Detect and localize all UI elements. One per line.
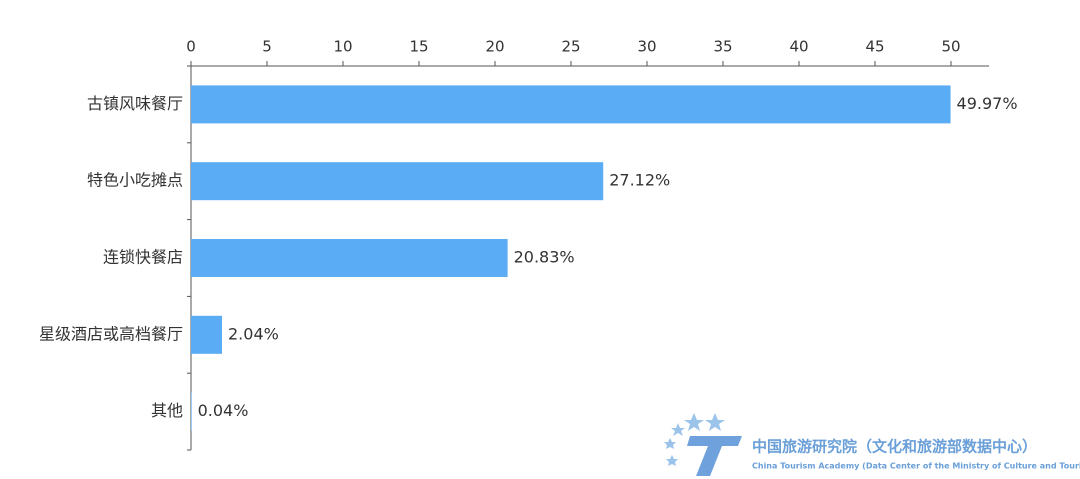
- x-tick-label: 50: [941, 38, 960, 56]
- bar: [191, 85, 951, 124]
- logo-t: [687, 436, 742, 476]
- logo-star: [664, 438, 676, 449]
- value-label: 49.97%: [957, 94, 1018, 113]
- y-tick-label: 古镇风味餐厅: [87, 94, 183, 113]
- y-tick-label: 特色小吃摊点: [87, 171, 183, 190]
- x-tick-label: 45: [865, 38, 884, 56]
- bar: [191, 239, 508, 277]
- x-tick-label: 10: [333, 38, 352, 56]
- value-label: 0.04%: [198, 401, 249, 420]
- logo-star: [684, 413, 704, 431]
- logo-star: [666, 455, 678, 466]
- x-tick-label: 0: [186, 38, 196, 56]
- x-tick-label: 20: [485, 38, 504, 56]
- logo-star: [705, 413, 725, 431]
- value-label: 27.12%: [609, 171, 670, 190]
- logo-star: [671, 423, 685, 436]
- watermark-subtitle: China Tourism Academy (Data Center of th…: [752, 462, 1080, 471]
- watermark-title: 中国旅游研究院（文化和旅游部数据中心）: [752, 438, 1037, 456]
- bar: [191, 315, 223, 354]
- bar: [191, 162, 604, 201]
- bar: [191, 392, 192, 431]
- x-tick-label: 35: [713, 38, 732, 56]
- x-tick-label: 5: [262, 38, 272, 56]
- y-tick-label: 连锁快餐店: [103, 248, 183, 267]
- logo: [664, 413, 742, 476]
- x-tick-label: 40: [789, 38, 808, 56]
- x-tick-label: 25: [561, 38, 580, 56]
- y-tick-label: 其他: [151, 401, 183, 420]
- value-label: 2.04%: [228, 324, 279, 343]
- x-tick-label: 15: [409, 38, 428, 56]
- value-label: 20.83%: [514, 248, 575, 267]
- y-tick-label: 星级酒店或高档餐厅: [39, 324, 183, 343]
- x-tick-label: 30: [637, 38, 656, 56]
